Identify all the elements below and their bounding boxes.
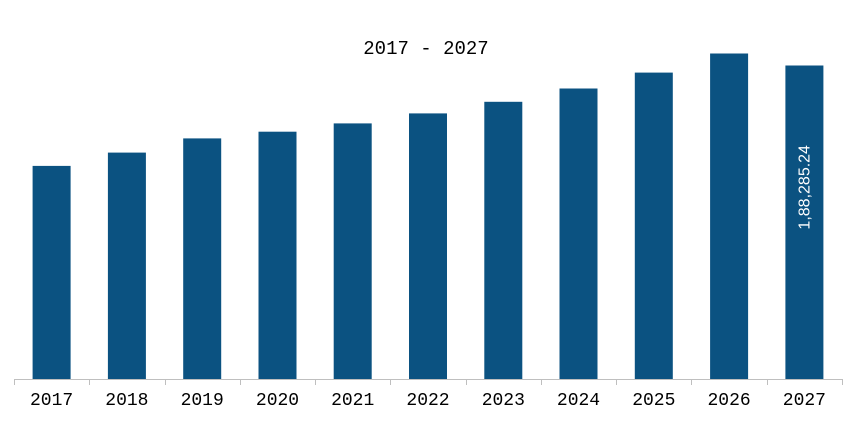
x-tick-label-2026: 2026 (707, 391, 750, 411)
bar-2018 (107, 152, 146, 379)
x-tick-label-2017: 2017 (30, 391, 73, 411)
x-tick-label-2024: 2024 (557, 391, 600, 411)
bar-2020 (258, 131, 297, 379)
bar-2017 (32, 165, 71, 379)
x-tick-label-2019: 2019 (181, 391, 224, 411)
bar-2025 (634, 72, 673, 379)
x-tick-label-2025: 2025 (632, 391, 675, 411)
chart-title: 2017 - 2027 (363, 38, 488, 60)
x-tick-label-2020: 2020 (256, 391, 299, 411)
data-label-2027: 1,88,285.24 (797, 145, 814, 230)
bar-2019 (183, 138, 222, 379)
bars-layer (32, 53, 824, 380)
x-tick-labels-layer: 2017 2018 2019 2020 2021 2022 2023 2024 2025 2026… (30, 391, 826, 411)
x-ticks-layer (14, 379, 843, 385)
x-tick-label-2027: 2027 (783, 391, 826, 411)
bar-2027 (785, 65, 824, 379)
bar-2022 (409, 113, 447, 380)
x-tick-label-2021: 2021 (331, 391, 374, 411)
x-tick-label-2018: 2018 (105, 391, 148, 411)
bar-2024 (559, 88, 598, 379)
x-tick-label-2022: 2022 (406, 391, 449, 411)
x-tick-label-2023: 2023 (482, 391, 525, 411)
bar-2023 (484, 101, 523, 380)
bar-2021 (333, 123, 372, 380)
data-labels-layer: 1,88,285.24 (797, 145, 814, 230)
bar-2026 (710, 53, 749, 379)
